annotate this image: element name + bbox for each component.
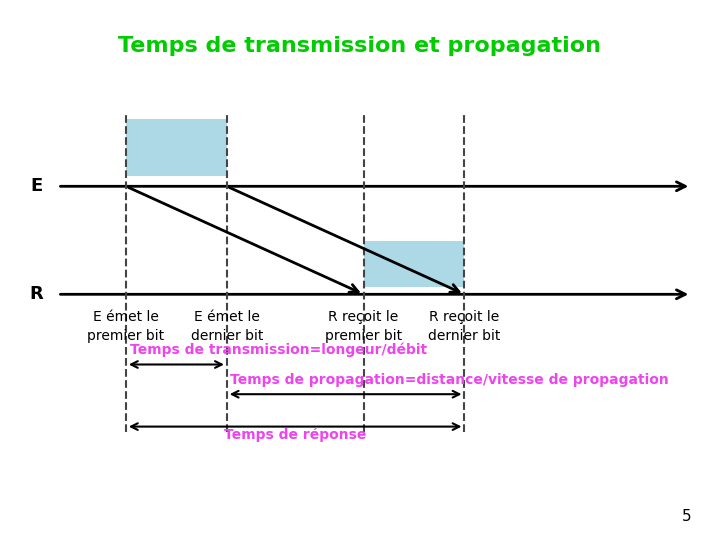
- Text: Temps de transmission et propagation: Temps de transmission et propagation: [119, 36, 601, 56]
- Bar: [126, 119, 227, 176]
- Text: E émet le: E émet le: [194, 310, 260, 324]
- Text: premier bit: premier bit: [325, 329, 402, 343]
- Text: Temps de réponse: Temps de réponse: [224, 427, 366, 442]
- Bar: [364, 241, 464, 287]
- Text: dernier bit: dernier bit: [191, 329, 263, 343]
- Text: E émet le: E émet le: [93, 310, 159, 324]
- Text: R reçoit le: R reçoit le: [429, 310, 500, 324]
- Text: R: R: [29, 285, 43, 303]
- Text: E: E: [30, 177, 42, 195]
- Text: Temps de transmission=longeur/débit: Temps de transmission=longeur/débit: [130, 343, 427, 357]
- Text: 5: 5: [682, 509, 691, 524]
- Text: premier bit: premier bit: [87, 329, 165, 343]
- Text: dernier bit: dernier bit: [428, 329, 500, 343]
- Text: R reçoit le: R reçoit le: [328, 310, 399, 324]
- Text: Temps de propagation=distance/vitesse de propagation: Temps de propagation=distance/vitesse de…: [230, 373, 669, 387]
